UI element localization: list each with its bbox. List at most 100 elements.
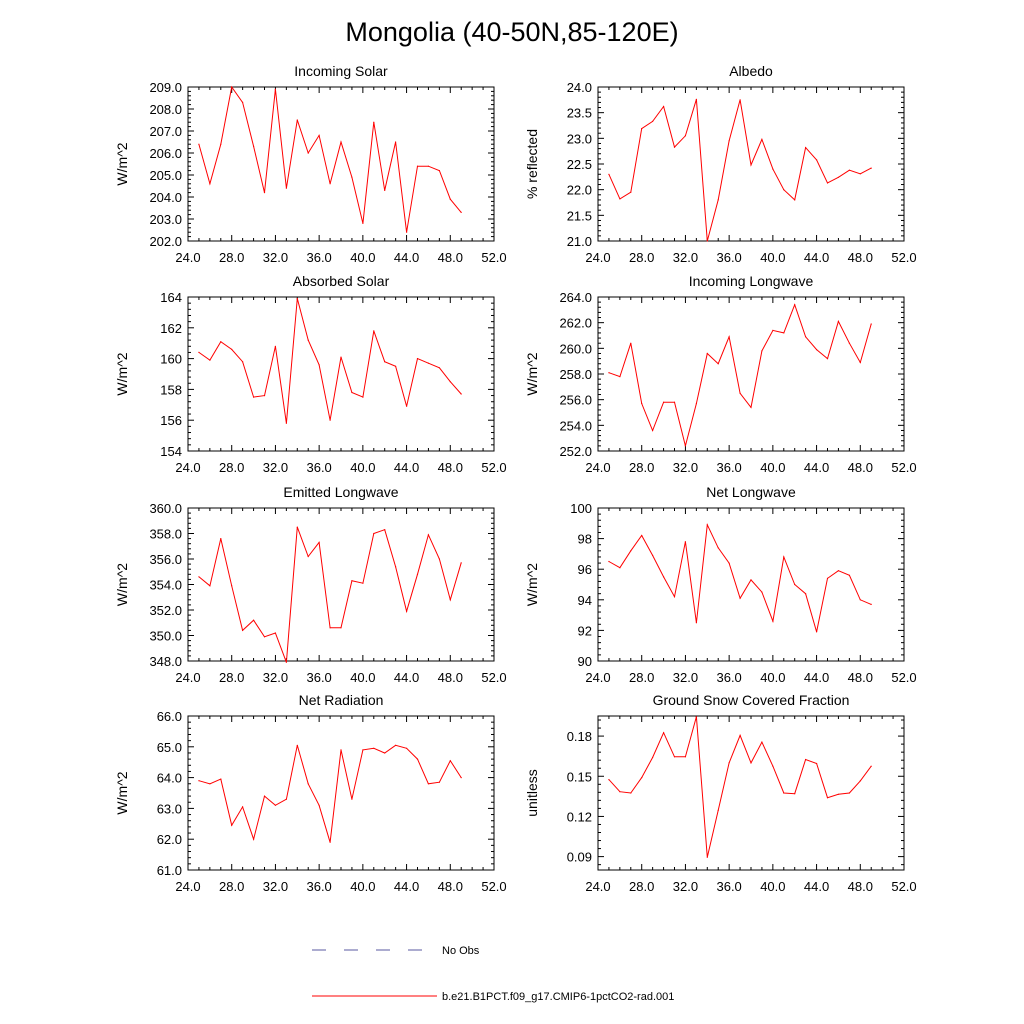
x-tick-label: 32.0 [673, 250, 698, 265]
data-point [449, 760, 451, 762]
y-tick-label: 260.0 [559, 341, 592, 356]
data-point [416, 165, 419, 167]
y-axis-label: W/m^2 [114, 352, 130, 395]
data-point [870, 765, 872, 767]
data-point [274, 88, 276, 90]
data-point [739, 392, 741, 394]
y-axis-label: unitless [524, 769, 540, 816]
x-tick-label: 36.0 [306, 879, 331, 894]
data-point [794, 199, 796, 201]
data-point [870, 167, 872, 169]
x-tick-label: 32.0 [673, 879, 698, 894]
data-point [728, 562, 730, 564]
series-line [608, 99, 872, 242]
x-tick-label: 28.0 [629, 879, 654, 894]
data-point [263, 795, 266, 797]
y-tick-label: 100 [570, 501, 592, 516]
data-point [253, 145, 255, 147]
data-point [460, 562, 462, 564]
data-point [296, 526, 298, 528]
x-tick-label: 40.0 [760, 670, 785, 685]
data-point [717, 547, 719, 549]
y-tick-label: 96 [578, 562, 592, 577]
data-point [750, 762, 752, 764]
x-tick-label: 36.0 [306, 460, 331, 475]
data-point [826, 358, 829, 360]
data-point [427, 783, 429, 785]
x-tick-label: 36.0 [716, 879, 741, 894]
data-point [274, 345, 276, 347]
data-point [630, 342, 632, 344]
data-point [816, 762, 818, 765]
data-point [794, 583, 796, 586]
data-point [630, 191, 632, 193]
x-tick-label: 44.0 [394, 879, 419, 894]
data-point [274, 632, 276, 634]
x-tick-label: 32.0 [263, 879, 288, 894]
x-tick-label: 40.0 [350, 670, 375, 685]
data-point [761, 350, 763, 352]
data-point [794, 793, 796, 795]
data-point [220, 143, 222, 145]
data-point [826, 797, 829, 799]
x-tick-label: 52.0 [891, 879, 916, 894]
data-point [673, 146, 676, 148]
data-point [728, 336, 730, 338]
data-point [406, 405, 408, 407]
y-tick-label: 160 [160, 352, 182, 367]
x-tick-label: 44.0 [804, 670, 829, 685]
panels: Incoming Solar W/m^2 24.0 28.0 32.0 36.0 40.0 4… [114, 63, 917, 894]
series-line [608, 716, 872, 858]
data-point [673, 401, 676, 403]
data-point [416, 358, 419, 360]
data-point [706, 524, 708, 526]
y-tick-label: 262.0 [559, 316, 592, 331]
y-tick-label: 204.0 [149, 190, 182, 205]
data-point [384, 752, 386, 754]
plot-frame [597, 507, 905, 662]
data-point [761, 138, 763, 140]
data-point [209, 585, 211, 587]
data-point [652, 756, 654, 759]
series-line [608, 522, 872, 633]
data-point [772, 329, 774, 331]
data-point [641, 402, 643, 405]
data-point [630, 792, 632, 794]
data-point [848, 792, 851, 794]
data-point [395, 566, 397, 568]
y-tick-label: 63.0 [157, 801, 182, 816]
data-point [263, 395, 266, 397]
y-tick-label: 22.0 [567, 183, 592, 198]
data-point [663, 105, 665, 108]
data-point [296, 297, 298, 300]
data-point [826, 182, 829, 184]
data-point [416, 758, 419, 760]
data-point [641, 534, 643, 537]
data-point [761, 741, 763, 743]
y-tick-label: 350.0 [149, 629, 182, 644]
plot-frame [597, 296, 905, 452]
y-tick-label: 208.0 [149, 102, 182, 117]
data-point [242, 806, 244, 808]
data-point [816, 349, 818, 351]
x-tick-label: 24.0 [585, 250, 610, 265]
data-point [706, 856, 708, 858]
data-point [619, 198, 621, 200]
y-tick-label: 358.0 [149, 527, 182, 542]
data-point [427, 362, 429, 364]
data-point [351, 798, 353, 800]
data-point [263, 192, 266, 194]
data-point [416, 573, 419, 575]
data-point [285, 798, 287, 800]
data-point [695, 98, 698, 100]
x-tick-label: 40.0 [350, 879, 375, 894]
x-tick-label: 44.0 [804, 460, 829, 475]
x-tick-label: 52.0 [481, 250, 506, 265]
data-point [406, 610, 408, 612]
y-tick-label: 65.0 [157, 740, 182, 755]
data-point [220, 778, 222, 780]
data-point [837, 176, 840, 178]
chart-panel-4: Incoming Longwave W/m^2 24.0 28.0 32.0 36.0 40… [524, 273, 917, 475]
data-point [362, 396, 364, 398]
y-tick-label: 92 [578, 623, 592, 638]
